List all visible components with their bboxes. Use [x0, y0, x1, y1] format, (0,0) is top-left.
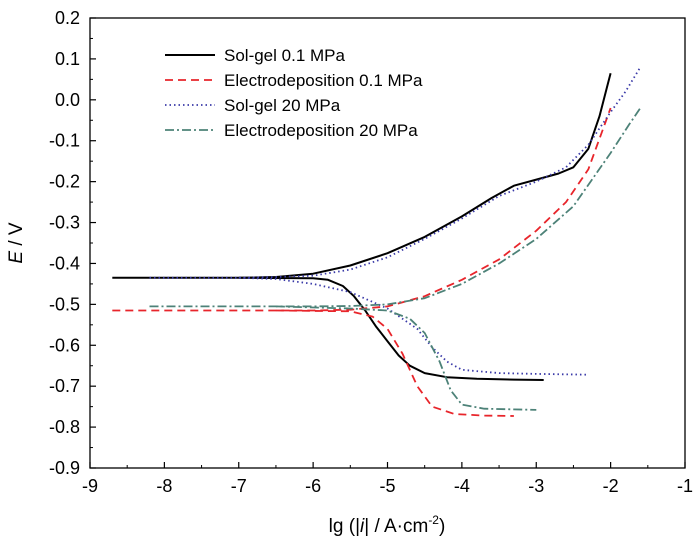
x-tick-label: -3	[528, 476, 544, 496]
series-line-3-anodic	[149, 66, 642, 279]
y-axis-label-symbol: E	[6, 251, 27, 264]
x-axis-label-exponent: -2	[428, 513, 439, 527]
x-axis-label-prefix: lg (|	[329, 516, 360, 537]
y-tick-label: -0.9	[49, 458, 80, 478]
x-tick-label: -5	[379, 476, 395, 496]
ticks-layer: -9 -8 -7 -6 -5 -4 -3 -2 -1 -0.9 -0.8 -0.7 -0.6 -0.5 -0…	[49, 8, 693, 496]
x-tick-label: -4	[454, 476, 470, 496]
x-tick-label: -1	[677, 476, 693, 496]
x-tick-label: -8	[156, 476, 172, 496]
y-tick-label: -0.5	[49, 294, 80, 314]
y-tick-label: 0.0	[55, 90, 80, 110]
x-axis-label-unit: | / A·cm	[364, 516, 428, 537]
x-axis-label-close: )	[439, 516, 445, 537]
legend-label-3: Sol-gel 20 MPa	[224, 96, 341, 115]
y-tick-label: -0.7	[49, 376, 80, 396]
series-line-3-cathodic	[238, 276, 589, 376]
legend-label-2: Electrodeposition 0.1 MPa	[224, 71, 423, 90]
series-line-1-anodic	[112, 72, 612, 279]
y-tick-label: -0.1	[49, 131, 80, 151]
series-line-4-cathodic	[275, 305, 537, 411]
y-tick-label: 0.2	[55, 8, 80, 28]
series-line-2-cathodic	[275, 309, 514, 417]
y-tick-label: -0.6	[49, 335, 80, 355]
x-tick-label: -6	[305, 476, 321, 496]
y-tick-label: -0.8	[49, 417, 80, 437]
series-line-1-cathodic	[238, 276, 544, 381]
legend-label-1: Sol-gel 0.1 MPa	[224, 46, 345, 65]
series-layer	[112, 66, 642, 417]
x-tick-label: -9	[82, 476, 98, 496]
y-tick-label: -0.3	[49, 213, 80, 233]
y-axis-label: E / V	[6, 222, 27, 264]
y-tick-label: 0.1	[55, 49, 80, 69]
y-axis-label-unit: / V	[6, 222, 27, 251]
x-axis-label: lg (|i| / A·cm-2)	[329, 513, 446, 537]
legend: Sol-gel 0.1 MPa Electrodeposition 0.1 MPa…	[165, 46, 423, 140]
y-tick-label: -0.4	[49, 253, 80, 273]
series-line-4-anodic	[149, 107, 642, 308]
x-axis-label-symbol: i	[360, 516, 365, 537]
x-tick-label: -7	[231, 476, 247, 496]
y-tick-label: -0.2	[49, 172, 80, 192]
legend-label-4: Electrodeposition 20 MPa	[224, 121, 418, 140]
x-tick-label: -2	[603, 476, 619, 496]
